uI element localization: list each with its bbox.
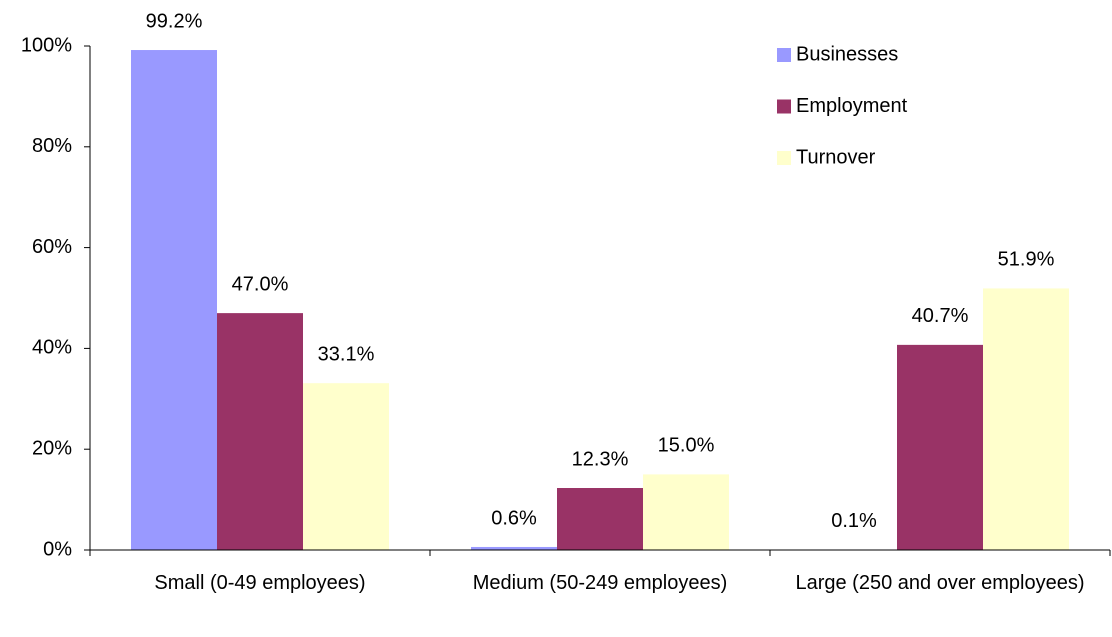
bar — [897, 344, 983, 550]
legend-swatch — [777, 99, 791, 114]
value-label: 12.3% — [572, 448, 629, 470]
legend-swatch — [777, 48, 791, 62]
y-tick-label: 40% — [32, 337, 72, 359]
value-label: 99.2% — [146, 10, 203, 32]
x-tick-label: Medium (50-249 employees) — [472, 572, 728, 594]
value-label: 15.0% — [658, 435, 715, 457]
value-label: 0.1% — [831, 510, 877, 532]
bar — [131, 50, 217, 550]
bar — [303, 383, 389, 550]
y-tick-label: 100% — [21, 34, 72, 56]
value-label: 40.7% — [912, 305, 969, 327]
bar — [557, 488, 643, 550]
x-tick-label: Large (250 and over employees) — [795, 572, 1085, 594]
value-label: 51.9% — [998, 249, 1055, 271]
legend-label: Turnover — [796, 146, 876, 168]
x-tick-label: Small (0-49 employees) — [154, 572, 366, 594]
bar — [471, 546, 557, 550]
y-tick-label: 20% — [32, 437, 72, 459]
value-label: 47.0% — [232, 273, 289, 295]
bar — [983, 288, 1069, 550]
legend-label: Businesses — [796, 43, 898, 65]
y-tick-label: 80% — [32, 135, 72, 157]
value-label: 0.6% — [491, 507, 537, 529]
value-label: 33.1% — [318, 343, 375, 365]
bar — [643, 474, 729, 550]
y-tick-label: 0% — [43, 538, 72, 560]
legend-label: Employment — [796, 95, 908, 117]
bar — [217, 313, 303, 550]
legend-swatch — [777, 151, 791, 165]
y-tick-label: 60% — [32, 236, 72, 258]
